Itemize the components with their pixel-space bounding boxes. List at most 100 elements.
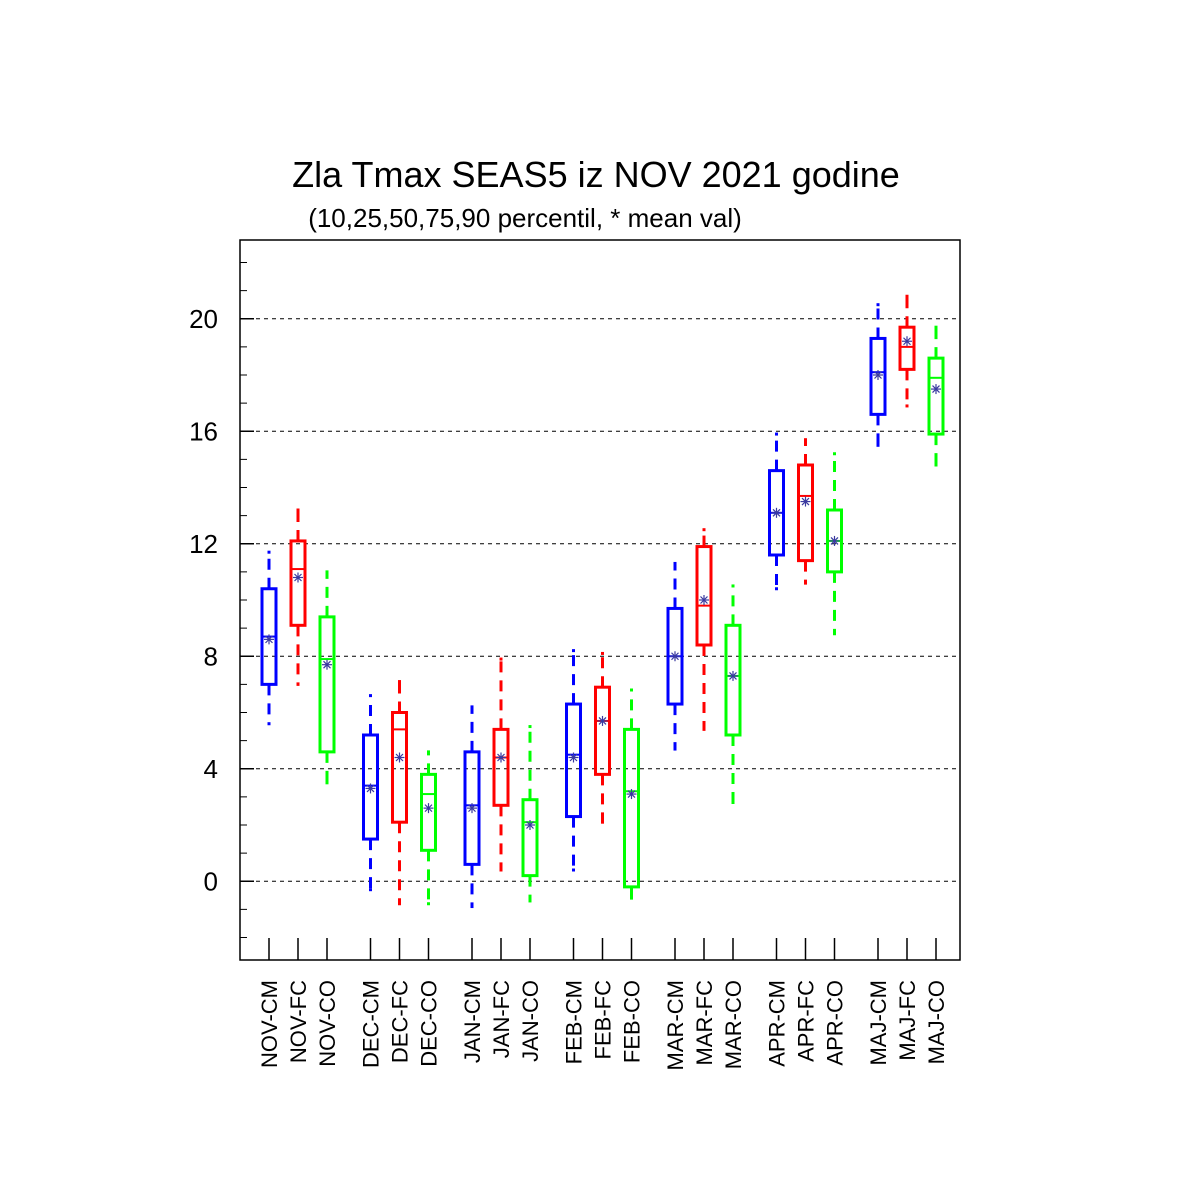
mean-marker [931, 384, 941, 395]
mean-marker [394, 752, 405, 763]
mean-marker [525, 820, 535, 830]
plot-frame [239, 239, 961, 961]
box-iqr [724, 623, 742, 737]
box-iqr [797, 463, 814, 563]
mean-marker [873, 370, 883, 380]
box-dec-cm [362, 694, 379, 892]
box-maj-fc [898, 294, 916, 408]
mean-stroke [830, 537, 839, 545]
box-iqr [521, 798, 539, 878]
mean-stroke [598, 717, 607, 725]
mean-marker [568, 752, 579, 763]
mean-stroke [627, 790, 636, 798]
mean-stroke [729, 672, 737, 680]
category-label: MAJ-CO [924, 980, 949, 1064]
mean-stroke [526, 821, 534, 829]
category-label: FEB-CM [562, 980, 587, 1064]
category-labels: NOV-CM NOV-FC NOV-CO DEC-CM DEC-FC DEC-CO JAN-… [257, 980, 949, 1071]
mean-marker [771, 507, 782, 518]
box-iqr [492, 727, 510, 807]
mean-stroke [294, 573, 302, 582]
category-label: MAR-CM [663, 980, 688, 1070]
box-feb-fc [594, 651, 611, 824]
box-iqr [318, 615, 336, 754]
category-label: MAR-CO [721, 980, 746, 1069]
category-label: APR-FC [794, 980, 819, 1062]
mean-marker [365, 783, 376, 794]
gridlines [240, 318, 960, 882]
y-tick-label: 8 [204, 641, 218, 671]
mean-stroke [265, 635, 273, 644]
mean-marker [264, 634, 274, 645]
box-iqr [898, 325, 916, 371]
mean-marker [496, 752, 506, 763]
category-label: JAN-CO [518, 980, 543, 1062]
box-nov-co [318, 570, 336, 785]
box-iqr [289, 539, 307, 627]
mean-stroke [772, 508, 781, 517]
mean-marker [597, 715, 608, 726]
mean-marker [829, 535, 840, 546]
box-mar-cm [666, 561, 684, 751]
category-label: DEC-FC [388, 980, 413, 1063]
box-jan-co [521, 725, 539, 903]
mean-marker [467, 803, 477, 814]
box-feb-co [623, 688, 640, 900]
mean-stroke [366, 784, 375, 793]
mean-stroke [903, 337, 911, 346]
box-maj-co [927, 325, 945, 467]
category-label: FEB-FC [591, 980, 616, 1060]
box-iqr [362, 733, 379, 841]
box-iqr [869, 336, 887, 416]
box-apr-co [826, 452, 843, 636]
mean-marker [670, 651, 680, 662]
category-label: MAR-FC [692, 980, 717, 1066]
box-iqr [623, 727, 640, 889]
y-tick-label: 12 [189, 529, 218, 559]
mean-marker [423, 803, 434, 814]
mean-marker [800, 496, 811, 507]
mean-stroke [801, 497, 810, 506]
category-label: JAN-CM [460, 980, 485, 1063]
mean-stroke [671, 652, 679, 661]
boxes [260, 294, 945, 909]
chart-title: Zla Tmax SEAS5 iz NOV 2021 godine [292, 154, 900, 195]
mean-marker [293, 572, 303, 583]
box-iqr [927, 356, 945, 436]
mean-stroke [874, 371, 882, 379]
mean-stroke [468, 804, 476, 813]
box-apr-cm [768, 432, 785, 591]
box-jan-fc [492, 657, 510, 872]
category-label: JAN-FC [489, 980, 514, 1058]
mean-marker [902, 336, 912, 347]
box-dec-fc [391, 680, 408, 906]
box-mar-fc [695, 528, 713, 731]
category-label: MAJ-CM [866, 980, 891, 1066]
mean-stroke [323, 660, 331, 669]
y-axis: 0 4 8 12 16 20 [189, 262, 937, 960]
mean-stroke [932, 385, 940, 393]
mean-marker [322, 659, 332, 670]
mean-marker [728, 670, 738, 681]
y-tick-label: 20 [189, 304, 218, 334]
category-label: DEC-CO [417, 980, 442, 1067]
category-label: NOV-CM [257, 980, 282, 1068]
mean-stroke [497, 753, 505, 762]
box-jan-cm [463, 705, 481, 909]
box-dec-co [420, 750, 437, 906]
mean-marker [699, 595, 709, 605]
box-iqr [463, 750, 481, 866]
box-nov-cm [260, 550, 278, 726]
category-label: APR-CM [765, 980, 790, 1067]
mean-stroke [700, 596, 708, 604]
box-maj-cm [869, 303, 887, 447]
chart-subtitle: (10,25,50,75,90 percentil, * mean val) [308, 203, 742, 233]
box-iqr [420, 772, 437, 852]
category-label: DEC-CM [359, 980, 384, 1068]
y-tick-label: 4 [204, 754, 218, 784]
y-tick-label: 0 [204, 866, 218, 896]
box-nov-fc [289, 508, 307, 686]
box-iqr [695, 545, 713, 647]
mean-stroke [424, 804, 433, 813]
